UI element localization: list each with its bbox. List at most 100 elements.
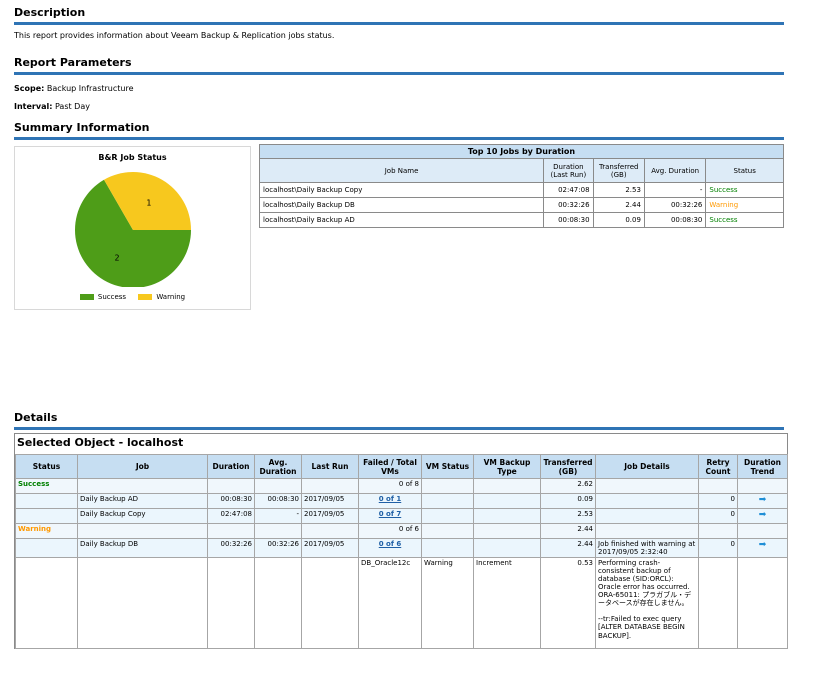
interval-line: Interval: Past Day (14, 102, 90, 111)
table-row: DB_Oracle12c Warning Increment 0.53 Perf… (15, 557, 788, 650)
table-row: Daily Backup AD 00:08:30 00:08:30 2017/0… (15, 493, 788, 509)
top10-header-status: Status (705, 158, 784, 183)
failed-total-link[interactable]: 0 of 1 (358, 493, 422, 509)
scope-label: Scope: (14, 84, 45, 93)
transferred: 0.09 (592, 212, 645, 228)
top10-caption: Top 10 Jobs by Duration (259, 144, 784, 159)
top10-table: Top 10 Jobs by Duration Job Name Duratio… (258, 144, 784, 228)
vm-name: DB_Oracle12c (358, 557, 422, 650)
table-row: Daily Backup DB 00:32:26 00:32:26 2017/0… (15, 537, 788, 559)
details-header-status: Status (15, 454, 78, 479)
group-failed-total: 0 of 6 (358, 523, 422, 539)
last-run: 2017/09/05 (301, 493, 359, 509)
details-header-avg: Avg. Duration (254, 454, 302, 479)
retry-count: 0 (698, 508, 738, 524)
duration: 00:08:30 (543, 212, 594, 228)
failed-total-link[interactable]: 0 of 6 (358, 537, 422, 559)
duration: 00:32:26 (207, 537, 255, 559)
status-badge: Success (705, 182, 784, 198)
report-parameters-heading: Report Parameters (14, 56, 132, 69)
table-row: localhost\Daily Backup AD 00:08:30 0.09 … (258, 212, 784, 228)
top10-header-transferred: Transferred (GB) (592, 158, 645, 183)
duration: 00:32:26 (543, 197, 594, 213)
legend-item-success: Success (79, 293, 127, 301)
legend-label-success: Success (97, 293, 127, 301)
interval-value: Past Day (54, 102, 90, 111)
avg-duration: 00:08:30 (254, 493, 302, 509)
group-transferred: 2.62 (540, 478, 596, 494)
details-header-failed-total: Failed / Total VMs (358, 454, 422, 479)
details-table: Status Job Duration Avg. Duration Last R… (15, 454, 788, 650)
retry-count: 0 (698, 537, 738, 559)
legend-swatch-success (79, 294, 94, 300)
avg-duration: 00:32:26 (643, 197, 707, 213)
duration: 00:08:30 (207, 493, 255, 509)
transferred: 2.44 (592, 197, 645, 213)
details-caption: Selected Object - localhost (17, 436, 184, 449)
chart-legend: Success Warning (15, 293, 250, 302)
scope-value: Backup Infrastructure (46, 84, 134, 93)
summary-heading: Summary Information (14, 121, 150, 134)
transferred: 2.53 (592, 182, 645, 198)
group-row-warning: Warning 0 of 6 2.44 (15, 523, 788, 539)
group-failed-total: 0 of 8 (358, 478, 422, 494)
description-text: This report provides information about V… (14, 31, 335, 40)
job-details: Job finished with warning at 2017/09/05 … (595, 537, 699, 559)
vm-transferred: 0.53 (540, 557, 596, 650)
avg-duration: 00:08:30 (643, 212, 707, 228)
job-name: Daily Backup Copy (77, 508, 208, 524)
table-row: localhost\Daily Backup DB 00:32:26 2.44 … (258, 197, 784, 213)
status-badge: Warning (705, 197, 784, 213)
avg-duration: 00:32:26 (254, 537, 302, 559)
legend-item-warning: Warning (138, 293, 185, 301)
job-name: Daily Backup DB (77, 537, 208, 559)
details-header-job-details: Job Details (595, 454, 699, 479)
transferred: 0.09 (540, 493, 596, 509)
details-header-backup-type: VM Backup Type (473, 454, 541, 479)
failed-total-link[interactable]: 0 of 7 (358, 508, 422, 524)
vm-job-details: Performing crash-consistent backup of da… (595, 557, 699, 650)
details-header-trend: Duration Trend (737, 454, 788, 479)
retry-count: 0 (698, 493, 738, 509)
vm-status: Warning (421, 557, 474, 650)
table-row: Daily Backup Copy 02:47:08 - 2017/09/05 … (15, 508, 788, 524)
summary-rule (14, 137, 784, 140)
pie-label-success: 2 (115, 254, 120, 263)
legend-label-warning: Warning (156, 293, 186, 301)
top10-header-duration: Duration (Last Run) (543, 158, 594, 183)
job-name: Daily Backup AD (77, 493, 208, 509)
duration: 02:47:08 (207, 508, 255, 524)
details-rule (14, 427, 784, 430)
last-run: 2017/09/05 (301, 508, 359, 524)
pie-slice-success (75, 179, 191, 287)
details-header-duration: Duration (207, 454, 255, 479)
legend-swatch-warning (138, 294, 153, 300)
transferred: 2.53 (540, 508, 596, 524)
group-row-success: Success 0 of 8 2.62 (15, 478, 788, 494)
description-rule (14, 22, 784, 25)
job-name: localhost\Daily Backup DB (258, 197, 545, 213)
group-transferred: 2.44 (540, 523, 596, 539)
details-heading: Details (14, 411, 58, 424)
duration-trend-arrow-icon[interactable]: ➡ (737, 508, 788, 524)
details-header-retry: Retry Count (698, 454, 738, 479)
last-run: 2017/09/05 (301, 537, 359, 559)
details-header-vm-status: VM Status (421, 454, 474, 479)
duration-trend-arrow-icon[interactable]: ➡ (737, 537, 788, 559)
pie-chart: 21 (75, 172, 191, 287)
details-panel: Selected Object - localhost Status Job D… (14, 433, 788, 650)
duration-trend-arrow-icon[interactable]: ➡ (737, 493, 788, 509)
table-row: localhost\Daily Backup Copy 02:47:08 2.5… (258, 182, 784, 198)
group-status: Success (15, 478, 78, 494)
avg-duration: - (254, 508, 302, 524)
details-header-job: Job (77, 454, 208, 479)
avg-duration: - (643, 182, 707, 198)
report-parameters-rule (14, 72, 784, 75)
pie-slice-warning (104, 172, 191, 230)
top10-header-avg: Avg. Duration (643, 158, 707, 183)
duration: 02:47:08 (543, 182, 594, 198)
scope-line: Scope: Backup Infrastructure (14, 84, 134, 93)
group-status: Warning (15, 523, 78, 539)
interval-label: Interval: (14, 102, 53, 111)
